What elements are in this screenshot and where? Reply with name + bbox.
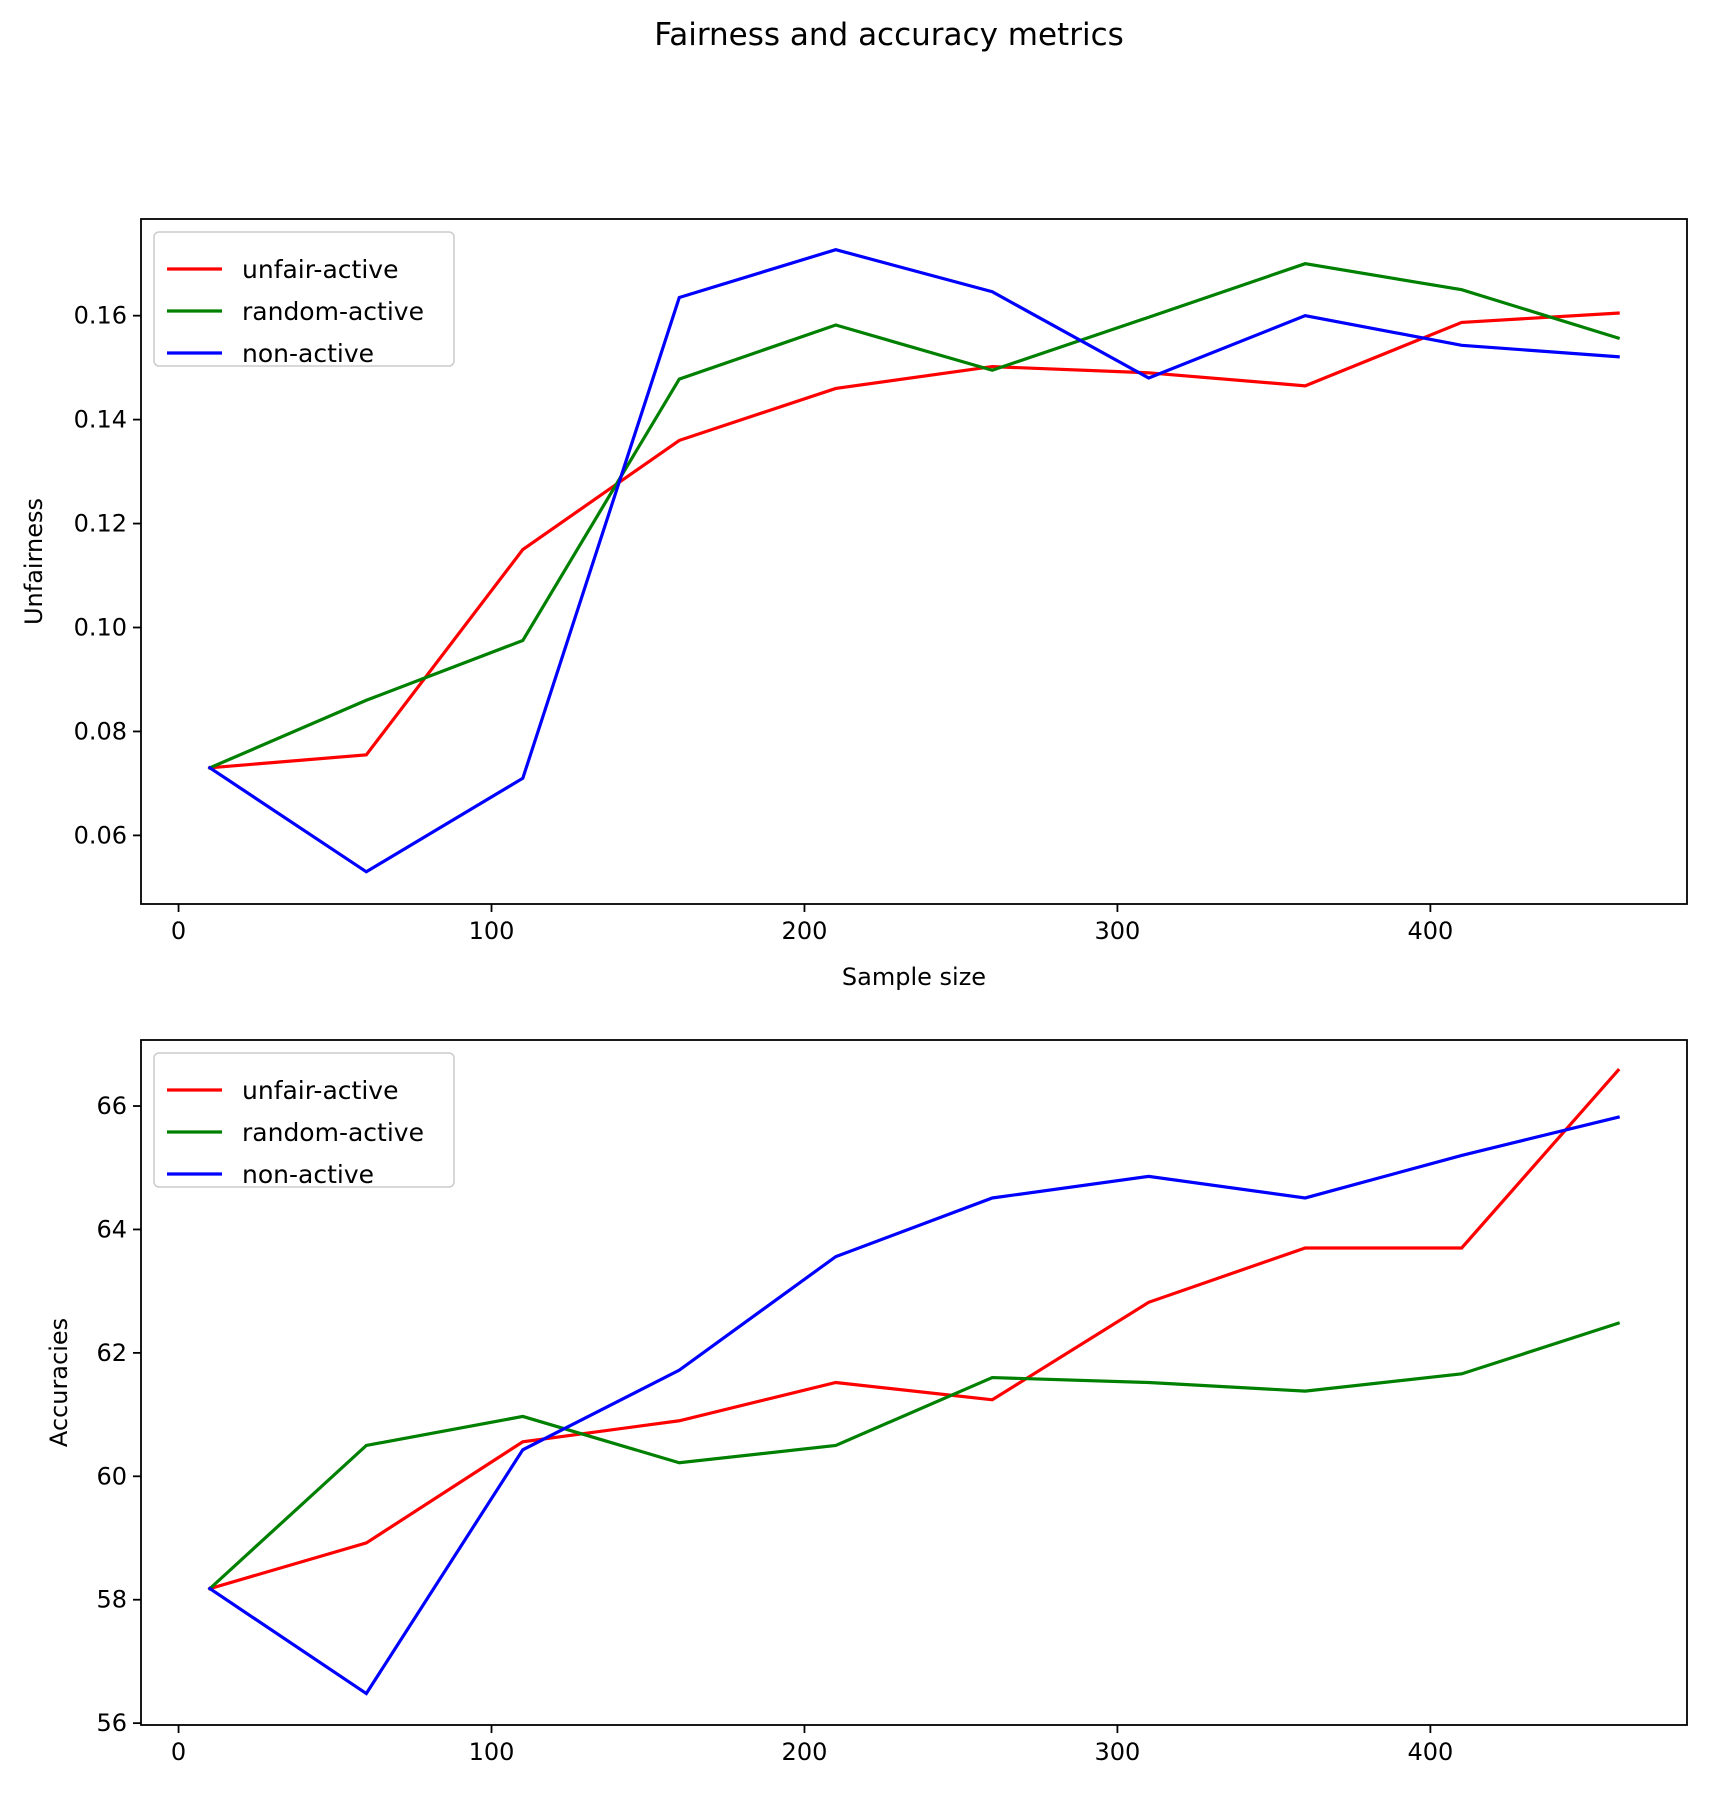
y-tick-label: 0.10	[74, 614, 127, 642]
y-tick-label: 60	[96, 1462, 127, 1490]
series-line-non-active	[207, 1115, 1621, 1696]
series-line-non-active	[207, 247, 1620, 874]
y-tick-label: 0.06	[74, 821, 127, 849]
series-line-random-active	[207, 1321, 1621, 1591]
y-tick-label: 56	[96, 1709, 127, 1737]
y-tick-label: 64	[96, 1215, 127, 1243]
x-tick-label: 400	[1407, 1738, 1453, 1766]
legend-box	[153, 231, 455, 367]
x-tick-label: 200	[782, 917, 828, 945]
series-line-unfair-active	[208, 311, 1620, 770]
y-axis-label: Accuracies	[45, 1318, 73, 1447]
legend-label-random-active: random-active	[242, 1118, 424, 1147]
figure-title: Fairness and accuracy metrics	[654, 17, 1124, 53]
legend-label-unfair-active: unfair-active	[242, 255, 398, 284]
legend-label-random-active: random-active	[242, 297, 424, 326]
y-tick-label: 66	[96, 1092, 127, 1120]
axes-frame	[140, 218, 1688, 905]
legend: unfair-active random-active non-active	[153, 1052, 455, 1189]
x-tick-label: 0	[171, 1738, 186, 1766]
chart-panel-unfairness: 0 100 200 300 400 0.06 0.08 0.10 0.12 0.14 0.16 Sam…	[20, 218, 1688, 991]
y-tick-label: 0.12	[74, 510, 127, 538]
series-line-random-active	[207, 262, 1621, 770]
x-tick-label: 200	[782, 1738, 828, 1766]
x-tick-label: 400	[1407, 917, 1453, 945]
chart-panel-accuracies: 0 100 200 300 400 56 58 60 62 64 66 Accuracies unfai…	[45, 1039, 1688, 1766]
x-tick-label: 100	[469, 1738, 515, 1766]
y-tick-label: 0.14	[74, 406, 127, 434]
legend-label-non-active: non-active	[242, 339, 374, 368]
y-tick-label: 0.16	[74, 302, 127, 330]
x-tick-label: 300	[1095, 917, 1141, 945]
y-axis-label: Unfairness	[20, 498, 48, 625]
y-tick-label: 58	[96, 1586, 127, 1614]
legend-label-unfair-active: unfair-active	[242, 1076, 398, 1105]
x-tick-label: 0	[171, 917, 186, 945]
series-line-unfair-active	[207, 1067, 1621, 1591]
legend-label-non-active: non-active	[242, 1160, 374, 1189]
x-tick-label: 100	[469, 917, 515, 945]
legend-box	[153, 1052, 455, 1188]
x-tick-label: 300	[1095, 1738, 1141, 1766]
x-axis-label: Sample size	[842, 963, 986, 991]
y-tick-label: 0.08	[74, 717, 127, 745]
axes-frame	[140, 1039, 1688, 1726]
legend: unfair-active random-active non-active	[153, 231, 455, 368]
y-tick-label: 62	[96, 1339, 127, 1367]
